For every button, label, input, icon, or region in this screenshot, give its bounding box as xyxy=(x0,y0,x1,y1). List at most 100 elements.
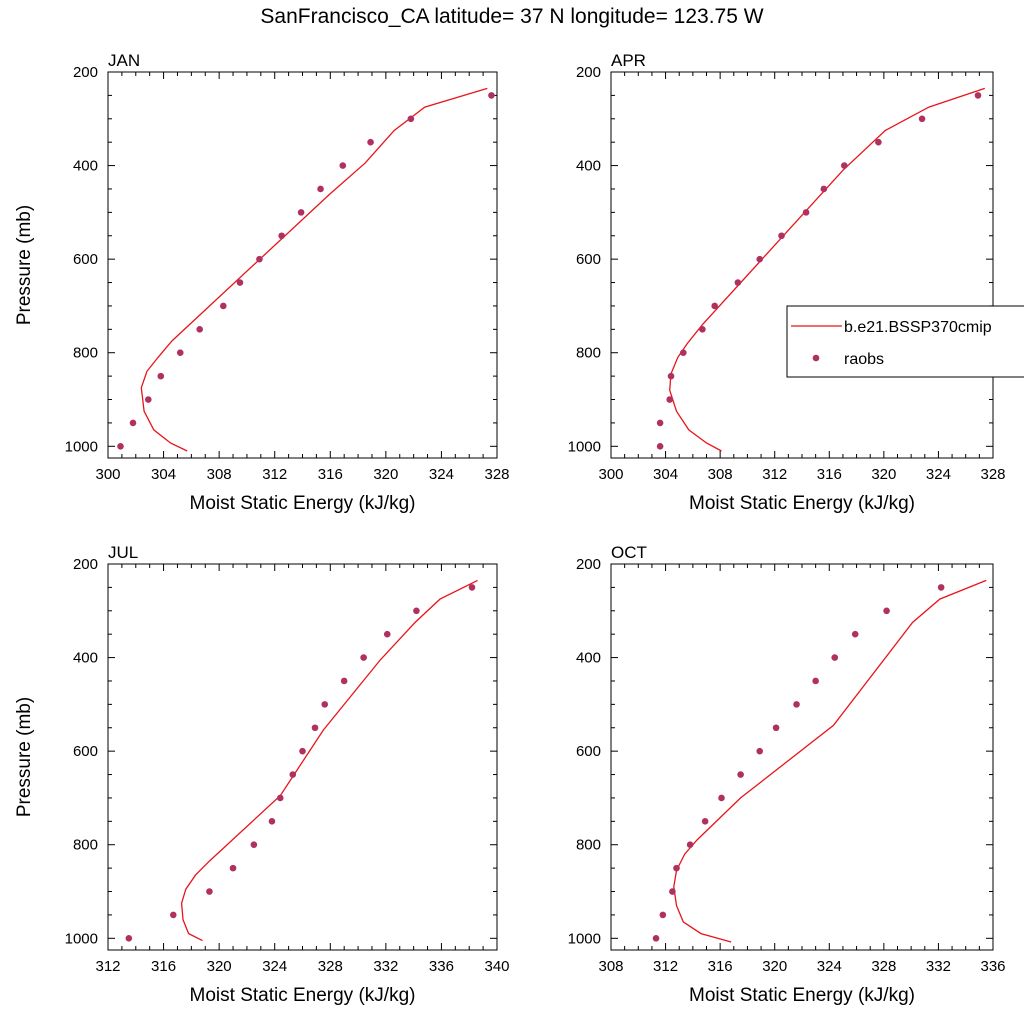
raobs-point xyxy=(367,138,374,146)
x-tick-label: 320 xyxy=(762,958,787,975)
raobs-point xyxy=(875,138,882,146)
raobs-point xyxy=(656,443,664,450)
x-tick-label: 324 xyxy=(429,466,454,483)
model-series-line xyxy=(673,579,987,943)
x-tick-label: 328 xyxy=(980,466,1005,483)
raobs-point xyxy=(256,255,263,263)
y-tick-label: 400 xyxy=(73,650,98,667)
plot-frame xyxy=(610,563,994,951)
raobs-point xyxy=(144,396,152,403)
raobs-point xyxy=(851,630,859,638)
x-tick-label: 316 xyxy=(708,958,733,975)
y-tick-label: 400 xyxy=(576,158,601,175)
x-tick-label: 328 xyxy=(318,958,343,975)
y-tick-label: 600 xyxy=(576,743,601,760)
raobs-point xyxy=(711,302,718,310)
y-axis-label: Pressure (mb) xyxy=(14,697,35,817)
raobs-point xyxy=(772,724,780,732)
raobs-point xyxy=(756,747,764,755)
raobs-point xyxy=(718,794,725,802)
raobs-point xyxy=(652,935,660,942)
model-series-line xyxy=(180,579,478,942)
raobs-point xyxy=(125,935,133,942)
x-tick-label: 320 xyxy=(373,466,398,483)
raobs-point xyxy=(321,701,329,708)
raobs-point xyxy=(311,724,319,732)
raobs-point xyxy=(701,818,709,825)
x-tick-label: 332 xyxy=(926,958,951,975)
y-tick-label: 200 xyxy=(576,556,601,573)
raobs-point xyxy=(220,302,227,310)
raobs-point xyxy=(229,864,237,872)
legend-label-model: b.e21.BSSP370cmip xyxy=(844,319,992,336)
raobs-point xyxy=(793,701,800,708)
y-tick-label: 1000 xyxy=(65,930,98,947)
raobs-point xyxy=(340,677,348,685)
y-axis-label: Pressure (mb) xyxy=(14,205,35,325)
y-tick-label: 1000 xyxy=(65,438,98,455)
plot-frame xyxy=(107,71,498,459)
y-tick-label: 1000 xyxy=(568,438,601,455)
raobs-point xyxy=(666,396,673,403)
raobs-point xyxy=(734,279,742,286)
raobs-point xyxy=(937,584,945,591)
panel-title: APR xyxy=(611,51,646,70)
x-tick-label: 312 xyxy=(262,466,287,483)
x-tick-label: 340 xyxy=(484,958,509,975)
raobs-point xyxy=(413,607,420,615)
raobs-point xyxy=(883,607,890,615)
raobs-point xyxy=(778,232,785,240)
model-series-line xyxy=(140,87,488,452)
plot-frame xyxy=(107,563,498,951)
raobs-point xyxy=(667,372,675,380)
x-tick-label: 304 xyxy=(653,466,678,483)
x-tick-label: 328 xyxy=(484,466,509,483)
x-tick-label: 304 xyxy=(151,466,176,483)
raobs-point xyxy=(812,677,819,685)
raobs-point xyxy=(206,888,213,895)
panel-title: OCT xyxy=(611,543,647,562)
x-tick-label: 324 xyxy=(262,958,287,975)
raobs-point xyxy=(236,279,244,286)
raobs-point xyxy=(268,818,276,825)
raobs-point xyxy=(157,372,165,380)
raobs-point xyxy=(360,654,367,661)
raobs-point xyxy=(278,232,285,240)
x-axis-label: Moist Static Energy (kJ/kg) xyxy=(689,493,915,514)
raobs-point xyxy=(297,209,305,216)
y-tick-label: 600 xyxy=(73,743,98,760)
raobs-point xyxy=(317,185,324,193)
raobs-point xyxy=(918,115,926,123)
raobs-point xyxy=(669,888,676,895)
x-tick-label: 312 xyxy=(653,958,678,975)
y-tick-label: 200 xyxy=(73,556,98,573)
raobs-point xyxy=(169,911,177,919)
legend-box xyxy=(786,305,1024,378)
raobs-point xyxy=(383,630,391,638)
x-tick-label: 324 xyxy=(817,958,842,975)
chart-title: SanFrancisco_CA latitude= 37 N longitude… xyxy=(260,5,764,28)
raobs-point xyxy=(831,654,839,661)
raobs-point xyxy=(756,255,764,263)
raobs-point xyxy=(737,771,744,778)
y-tick-label: 800 xyxy=(73,345,98,362)
x-tick-label: 312 xyxy=(762,466,787,483)
legend-label-obs: raobs xyxy=(844,351,884,368)
x-tick-label: 320 xyxy=(207,958,232,975)
x-tick-label: 328 xyxy=(871,958,896,975)
raobs-point xyxy=(974,92,982,99)
x-tick-label: 308 xyxy=(598,958,623,975)
y-tick-label: 1000 xyxy=(568,930,601,947)
x-tick-label: 300 xyxy=(598,466,623,483)
raobs-point xyxy=(176,349,184,357)
raobs-point xyxy=(339,162,347,169)
x-tick-label: 336 xyxy=(980,958,1005,975)
raobs-point xyxy=(840,162,848,169)
y-tick-label: 400 xyxy=(576,650,601,667)
raobs-point xyxy=(276,794,284,802)
x-axis-label: Moist Static Energy (kJ/kg) xyxy=(689,985,915,1006)
raobs-point xyxy=(488,92,495,99)
x-axis-label: Moist Static Energy (kJ/kg) xyxy=(190,985,416,1006)
raobs-point xyxy=(299,747,306,755)
